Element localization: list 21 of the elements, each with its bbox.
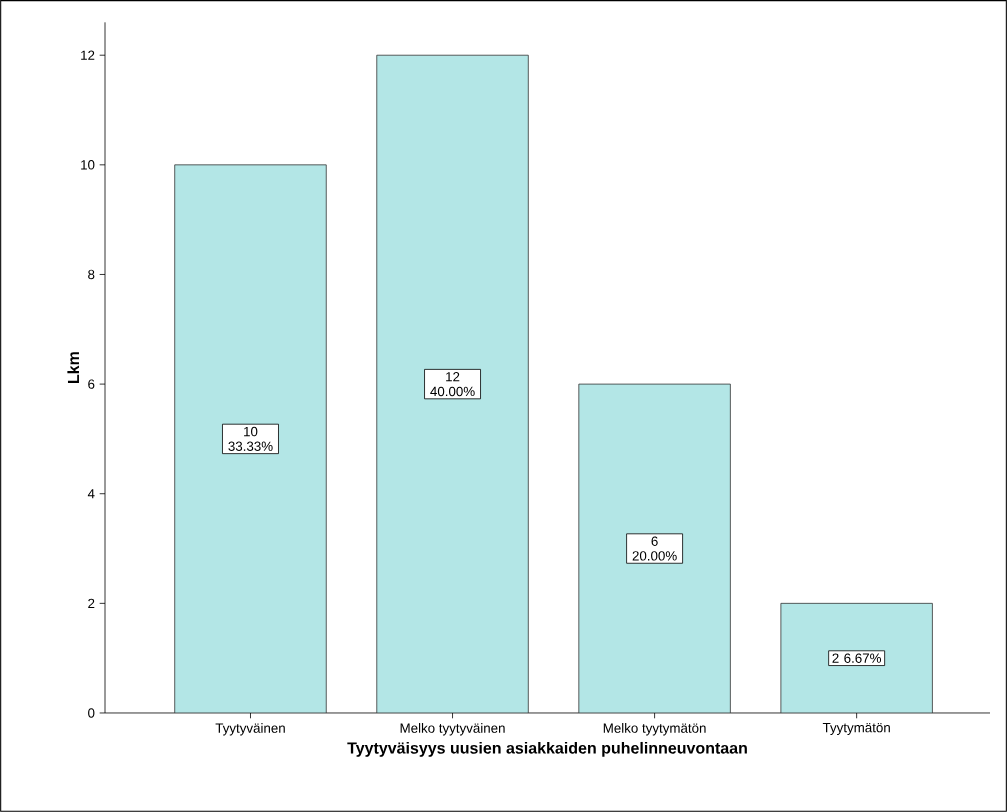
y-tick-label: 10 xyxy=(81,160,95,170)
data-label: 2 6.67% xyxy=(832,653,882,663)
bar xyxy=(376,54,529,713)
y-tick-label: 12 xyxy=(81,50,95,60)
y-tick-label: 2 xyxy=(88,598,95,609)
y-tick-label: 4 xyxy=(87,489,95,499)
bar xyxy=(780,602,933,713)
data-label: 12 40.00% xyxy=(430,372,475,397)
data-label: 10 33.33% xyxy=(228,426,273,451)
y-axis-title: Lkm xyxy=(67,352,79,384)
x-tick-label: Tyytyväinen xyxy=(215,723,285,736)
bar xyxy=(174,164,327,713)
y-tick-label: 8 xyxy=(88,269,95,280)
x-tick-label: Melko tyytymätön xyxy=(603,723,706,736)
x-axis-title: Tyytyväisyys uusien asiakkaiden puhelinneuvontaan xyxy=(347,741,747,757)
y-tick-label: 6 xyxy=(88,379,95,389)
y-tick-label: 0 xyxy=(88,708,95,718)
bar xyxy=(578,383,731,713)
x-tick-label: Melko tyytyväinen xyxy=(400,723,505,736)
x-tick-label: Tyytymätön xyxy=(822,723,890,735)
data-label: 6 20.00% xyxy=(632,536,677,561)
